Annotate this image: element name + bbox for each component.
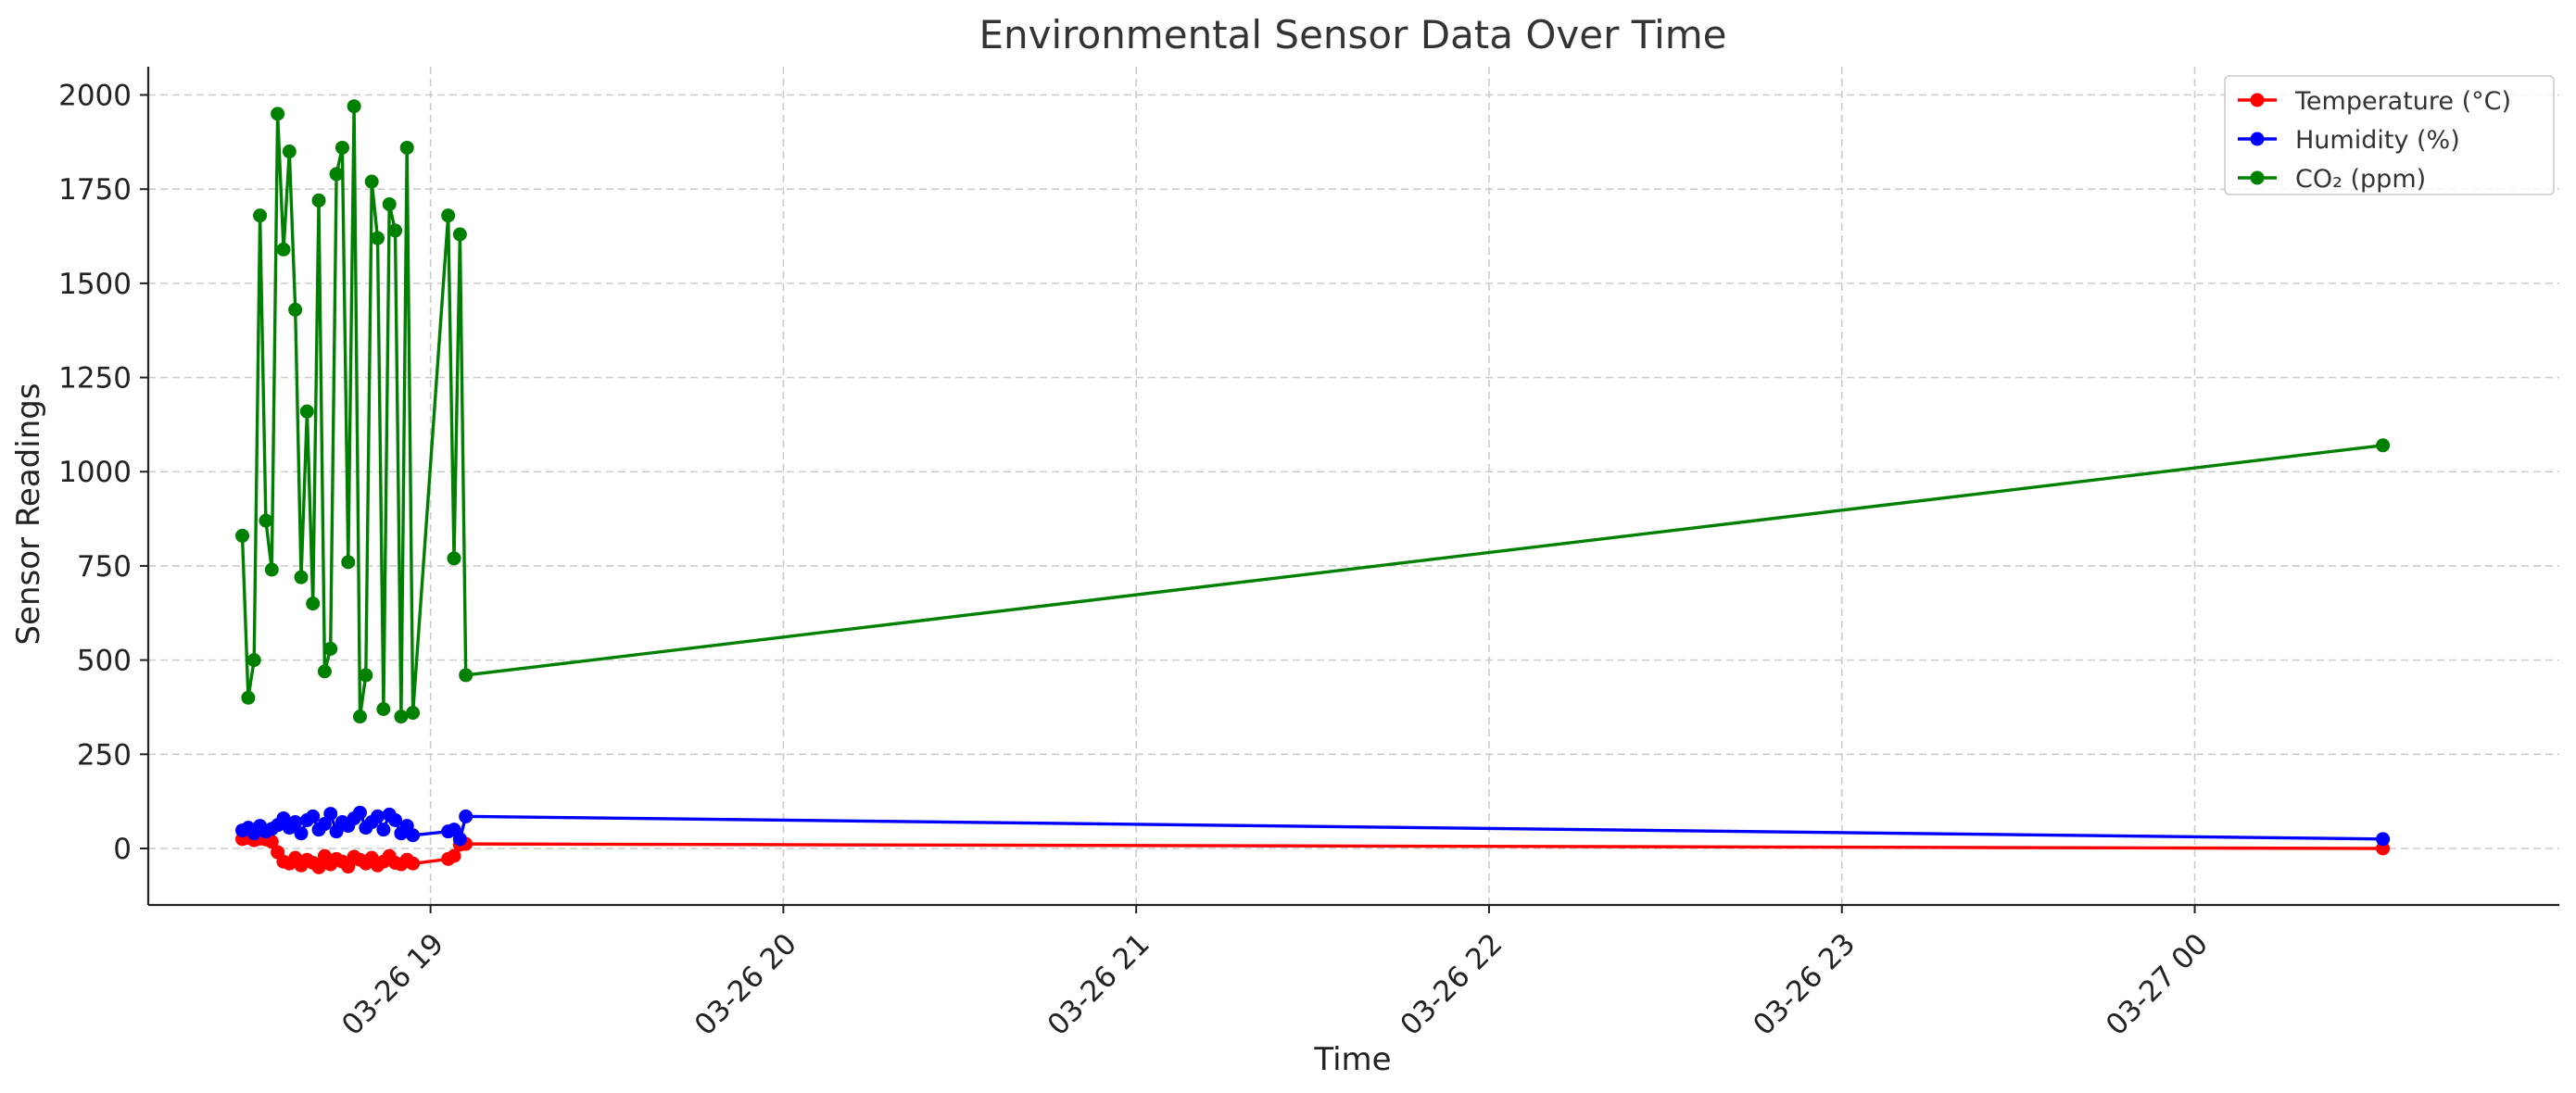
co2-point [441, 208, 456, 223]
x-axis-title: Time [1313, 1041, 1391, 1078]
humidity-point [371, 809, 385, 823]
co2-point [394, 710, 409, 724]
co2-point [452, 227, 467, 242]
humidity-series-line [241, 810, 2383, 841]
co2-point [376, 701, 391, 716]
humidity-point [459, 809, 474, 823]
legend-box [2224, 75, 2555, 195]
co2-point [282, 144, 297, 159]
temperature-point [447, 848, 461, 863]
co2-point [288, 302, 303, 317]
co2-point [271, 107, 285, 121]
y-tick-label: 250 [77, 738, 132, 772]
co2-point [241, 690, 256, 705]
humidity-point [406, 828, 421, 843]
co2-point [246, 653, 261, 668]
humidity-point [352, 805, 367, 820]
y-tick-label: 1750 [58, 173, 132, 207]
humidity-point [294, 826, 309, 841]
co2-point [347, 99, 361, 114]
y-tick-label: 0 [113, 833, 132, 866]
temperature-point [264, 835, 279, 849]
co2-point [306, 597, 321, 611]
x-tick-label: 03-26 23 [1747, 927, 1862, 1042]
co2-point [459, 668, 474, 683]
humidity-point [388, 812, 403, 827]
y-tick-label: 1500 [58, 268, 132, 301]
co2-point [317, 664, 332, 679]
y-tick-label: 500 [77, 645, 132, 678]
temperature-series-line [242, 835, 2383, 869]
co2-point [341, 555, 356, 570]
humidity-point [376, 823, 391, 837]
y-tick-label: 750 [77, 550, 132, 584]
x-tick-label: 03-26 19 [335, 927, 450, 1042]
temperature-point [406, 856, 421, 871]
y-tick-label: 1000 [58, 456, 132, 489]
y-tick-label: 2000 [58, 80, 132, 113]
chart-title: Environmental Sensor Data Over Time [979, 12, 1726, 57]
humidity-point [288, 815, 303, 830]
x-tick-label: 03-27 00 [2100, 927, 2215, 1042]
legend-humidity-marker [2250, 132, 2265, 146]
x-tick-label: 03-26 20 [688, 927, 803, 1042]
y-axis-title: Sensor Readings [10, 383, 47, 645]
co2-point [371, 231, 385, 245]
co2-point [311, 193, 326, 207]
co2-point [388, 223, 403, 238]
co2-point [359, 668, 373, 683]
axes-layer: 0 250 500 750 1000 1250 1500 1750 2000 03-26 19 03… [58, 67, 2559, 1042]
co2-point [352, 710, 367, 724]
co2-point [253, 208, 268, 223]
co2-point [235, 528, 250, 543]
humidity-point [2376, 832, 2391, 847]
co2-point [399, 140, 414, 155]
humidity-point [317, 817, 332, 832]
humidity-point [323, 807, 338, 822]
co2-point [329, 167, 344, 182]
co2-point [259, 513, 273, 528]
legend: Temperature (°C) Humidity (%) CO₂ (ppm) [2224, 75, 2555, 195]
co2-point [276, 242, 291, 257]
co2-point [406, 706, 421, 721]
grid-layer [148, 67, 2559, 905]
temperature-point [311, 860, 326, 874]
co2-point [294, 570, 309, 584]
legend-temperature-label: Temperature (°C) [2294, 87, 2511, 116]
co2-point [2376, 438, 2391, 453]
humidity-point [452, 832, 467, 847]
co2-point [447, 551, 461, 566]
co2-point [382, 196, 397, 211]
legend-co2-marker [2250, 170, 2265, 185]
legend-temperature-marker [2250, 93, 2265, 107]
y-tick-label: 1250 [58, 362, 132, 396]
legend-co2-label: CO₂ (ppm) [2295, 165, 2426, 194]
series-layer [235, 99, 2391, 874]
x-tick-label: 03-26 21 [1042, 927, 1156, 1042]
co2-point [299, 404, 314, 419]
co2-point [335, 140, 349, 155]
humidity-point [306, 809, 321, 823]
x-tick-label: 03-26 22 [1394, 927, 1509, 1042]
co2-point [364, 174, 379, 189]
co2-point [323, 641, 338, 656]
legend-humidity-label: Humidity (%) [2295, 126, 2460, 155]
co2-series-line [240, 104, 2383, 719]
co2-point [264, 562, 279, 577]
